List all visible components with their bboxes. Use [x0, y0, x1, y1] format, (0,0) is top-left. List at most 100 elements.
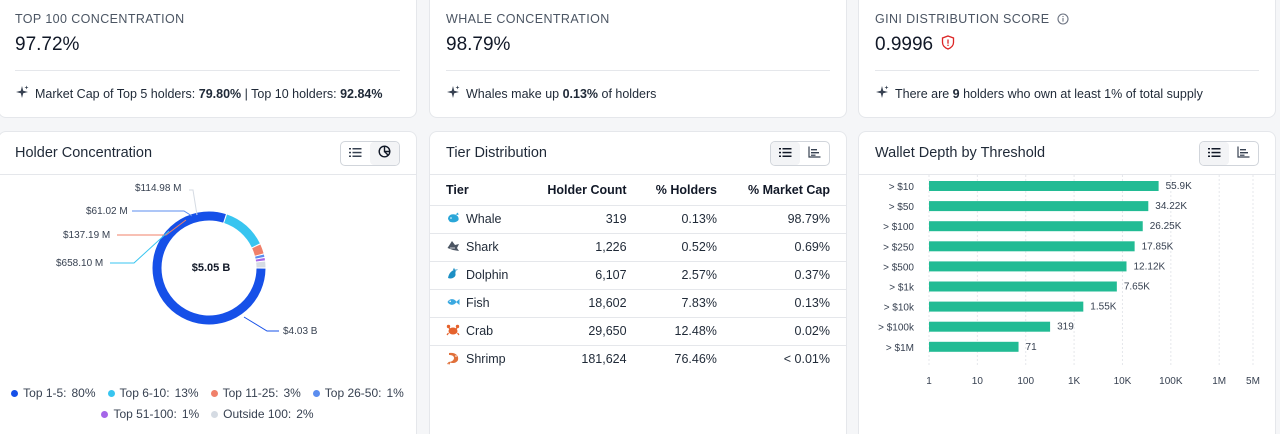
- note-text: Whales make up: [466, 86, 563, 101]
- legend-swatch: [210, 389, 218, 397]
- legend-label: Outside 100:: [223, 407, 292, 421]
- callout-line: [189, 189, 198, 216]
- x-tick-label: 100K: [1159, 376, 1183, 387]
- legend-item[interactable]: Top 26-50: 1%: [312, 386, 404, 400]
- holder-count-cell: 319: [532, 205, 643, 234]
- legend-item[interactable]: Outside 100: 2%: [211, 407, 314, 421]
- list-icon: [1208, 145, 1221, 163]
- legend-label: Top 11-25:: [222, 386, 279, 400]
- depth-bar[interactable]: [929, 341, 1019, 352]
- tier-name: Crab: [466, 324, 494, 338]
- legend-label: Top 26-50:: [324, 386, 382, 400]
- divider: [446, 70, 830, 71]
- table-row[interactable]: Dolphin 6,107 2.57% 0.37%: [430, 261, 846, 290]
- table-row[interactable]: Shrimp 181,624 76.46% < 0.01%: [430, 345, 846, 373]
- stat-value-text: 0.9996: [875, 34, 934, 55]
- column-header[interactable]: % Holders: [642, 175, 733, 206]
- x-tick-label: 100: [1017, 376, 1034, 387]
- legend-item[interactable]: Top 6-10: 13%: [107, 386, 199, 400]
- bar-view-button[interactable]: [1229, 142, 1258, 165]
- legend-value: 1%: [386, 386, 404, 400]
- list-view-button[interactable]: [1200, 142, 1229, 165]
- note-value: 79.80%: [198, 86, 242, 101]
- legend-item[interactable]: Top 11-25: 3%: [210, 386, 301, 400]
- note-text: Market Cap of Top 5 holders:: [35, 86, 199, 101]
- donut-slice[interactable]: [252, 244, 264, 256]
- holder-count-cell: 181,624: [581, 352, 627, 367]
- bar-value-label: 1.55K: [1090, 302, 1116, 313]
- table-row[interactable]: Fish 18,602 7.83% 0.13%: [430, 289, 846, 318]
- note-text: of holders: [598, 86, 657, 101]
- bar-view-button[interactable]: [800, 142, 829, 165]
- wallet-depth-panel: Wallet Depth by Threshold 1 10 100 1K 10K 100…: [858, 131, 1276, 434]
- table-row[interactable]: Shark 1,226 0.52% 0.69%: [430, 233, 846, 262]
- stat-label: WHALE CONCENTRATION: [446, 12, 610, 26]
- list-view-button[interactable]: [771, 142, 800, 165]
- holder-count-cell: 18,602: [532, 289, 643, 318]
- bar-value-label: 55.9K: [1166, 181, 1192, 192]
- depth-bar[interactable]: [929, 241, 1135, 252]
- holder-concentration-panel: Holder Concentration $5.05 B $114.98 M $…: [0, 131, 417, 434]
- column-header[interactable]: Tier: [430, 175, 533, 206]
- holder-count-cell: 1,226: [532, 233, 643, 262]
- x-tick-label: 10: [972, 376, 984, 387]
- divider: [859, 174, 1275, 175]
- table-row[interactable]: Whale 319 0.13% 98.79%: [430, 205, 846, 234]
- callout-label: $61.02 M: [86, 206, 128, 217]
- y-category-label: > $10: [889, 182, 915, 193]
- list-view-button[interactable]: [341, 142, 370, 165]
- callout-label: $658.10 M: [56, 258, 103, 269]
- depth-bar[interactable]: [929, 321, 1051, 332]
- panel-title: Wallet Depth by Threshold: [875, 145, 1046, 161]
- pie-view-button[interactable]: [370, 142, 399, 165]
- holder-count-cell: 6,107: [532, 261, 643, 290]
- view-toggle: [770, 141, 830, 166]
- bar-value-label: 17.85K: [1142, 241, 1174, 252]
- depth-bar[interactable]: [929, 181, 1159, 191]
- pct-market-cap-cell: 0.02%: [732, 317, 846, 346]
- y-category-label: > $100k: [878, 323, 915, 334]
- legend-item[interactable]: Top 51-100: 1%: [101, 407, 199, 421]
- depth-bar[interactable]: [929, 221, 1143, 232]
- donut-slice[interactable]: [152, 211, 266, 325]
- shield-alert-icon: [941, 34, 955, 56]
- tier-name: Whale: [466, 212, 502, 226]
- donut-slice[interactable]: [223, 214, 260, 248]
- column-header[interactable]: % Market Cap: [732, 175, 846, 206]
- tier-name: Shrimp: [466, 352, 506, 367]
- stat-value-text: 97.72%: [15, 34, 80, 55]
- pct-market-cap-cell: < 0.01%: [783, 352, 830, 367]
- y-category-label: > $1k: [889, 283, 915, 294]
- tier-name: Fish: [466, 296, 490, 310]
- info-icon[interactable]: [1057, 13, 1069, 28]
- stat-note: Whales make up 0.13% of holders: [446, 85, 656, 102]
- depth-bar[interactable]: [929, 201, 1149, 212]
- sparkle-icon: [446, 85, 460, 102]
- table-row[interactable]: Crab 29,650 12.48% 0.02%: [430, 317, 846, 346]
- legend-value: 3%: [283, 386, 301, 400]
- legend-swatch: [312, 389, 320, 397]
- note-text: | Top 10 holders:: [241, 86, 341, 101]
- legend-item[interactable]: Top 1-5: 80%: [11, 386, 96, 400]
- fish-icon: [446, 295, 460, 312]
- callout-label: $137.19 M: [63, 230, 110, 241]
- depth-bar[interactable]: [929, 281, 1117, 292]
- note-text: There are: [895, 86, 953, 101]
- callout-line: [243, 316, 279, 332]
- pct-holders-cell: 12.48%: [642, 317, 733, 346]
- bar-value-label: 7.65K: [1124, 282, 1150, 293]
- shark-icon: [446, 239, 460, 256]
- legend-value: 80%: [71, 386, 96, 400]
- legend-value: 2%: [296, 407, 314, 421]
- note-value: 92.84%: [340, 86, 383, 101]
- callout-line: [110, 230, 170, 264]
- chart-legend: Top 51-100: 1% Outside 100: 2%: [0, 407, 416, 421]
- legend-swatch: [211, 410, 219, 418]
- depth-bar[interactable]: [929, 301, 1084, 312]
- column-header[interactable]: Holder Count: [532, 175, 643, 206]
- shrimp-icon: [446, 351, 460, 368]
- callout-line: [117, 219, 187, 236]
- panel-title: Holder Concentration: [15, 145, 153, 161]
- pct-holders-cell: 76.46%: [674, 352, 717, 367]
- depth-bar[interactable]: [929, 261, 1127, 272]
